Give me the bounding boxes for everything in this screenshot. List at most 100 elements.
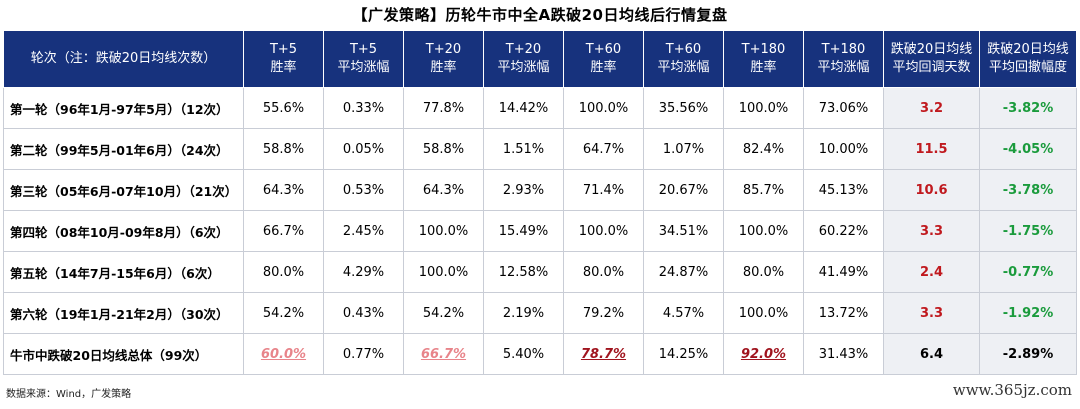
header-t60-avg: T+60 平均涨幅	[643, 30, 724, 88]
total-label: 牛市中跌破20日均线总体（99次）	[3, 333, 244, 375]
table-title: 【广发策略】历轮牛市中全A跌破20日均线后行情复盘	[352, 6, 728, 24]
total-row: 牛市中跌破20日均线总体（99次） 60.0% 0.77% 66.7% 5.40…	[3, 333, 1077, 375]
round-label: 第三轮（05年6月-07年10月）（21次）	[3, 169, 244, 211]
table-cell: 1.07%	[643, 128, 724, 170]
table-cell: 1.51%	[483, 128, 564, 170]
round-label: 第二轮（99年5月-01年6月）（24次）	[3, 128, 244, 170]
table-cell: 54.2%	[243, 292, 324, 334]
table-cell: 41.49%	[803, 251, 884, 293]
table-cell: 78.7%	[563, 333, 644, 375]
table-cell: 60.0%	[243, 333, 324, 375]
table-cell: 4.29%	[323, 251, 404, 293]
table-cell: 80.0%	[723, 251, 804, 293]
table-cell: 31.43%	[803, 333, 884, 375]
table-cell: 2.93%	[483, 169, 564, 211]
table-row: 第六轮（19年1月-21年2月）（30次） 54.2% 0.43% 54.2% …	[3, 292, 1077, 334]
table-row: 第二轮（99年5月-01年6月）（24次） 58.8% 0.05% 58.8% …	[3, 128, 1077, 170]
table-row: 第五轮（14年7月-15年6月）（6次） 80.0% 4.29% 100.0% …	[3, 251, 1077, 293]
round-label: 第六轮（19年1月-21年2月）（30次）	[3, 292, 244, 334]
pullback-days-cell: 6.4	[883, 333, 980, 375]
round-label: 第五轮（14年7月-15年6月）（6次）	[3, 251, 244, 293]
table-cell: 0.05%	[323, 128, 404, 170]
highlight-value: 66.7%	[420, 346, 467, 362]
drawdown-cell: -2.89%	[979, 333, 1077, 375]
table-cell: 14.42%	[483, 87, 564, 129]
table-cell: 100.0%	[723, 87, 804, 129]
drawdown-cell: -3.78%	[979, 169, 1077, 211]
table-cell: 79.2%	[563, 292, 644, 334]
round-label: 第四轮（08年10月-09年8月）（6次）	[3, 210, 244, 252]
pullback-days-cell: 10.6	[883, 169, 980, 211]
table-row: 第三轮（05年6月-07年10月）（21次） 64.3% 0.53% 64.3%…	[3, 169, 1077, 211]
table-cell: 64.7%	[563, 128, 644, 170]
table-cell: 66.7%	[243, 210, 324, 252]
pullback-days-cell: 3.2	[883, 87, 980, 129]
table-cell: 100.0%	[403, 251, 484, 293]
table-cell: 73.06%	[803, 87, 884, 129]
drawdown-cell: -1.92%	[979, 292, 1077, 334]
pullback-days-cell: 3.3	[883, 292, 980, 334]
drawdown-cell: -3.82%	[979, 87, 1077, 129]
table-cell: 13.72%	[803, 292, 884, 334]
drawdown-cell: -1.75%	[979, 210, 1077, 252]
pullback-days-cell: 3.3	[883, 210, 980, 252]
table-cell: 35.56%	[643, 87, 724, 129]
header-t180-avg: T+180 平均涨幅	[803, 30, 884, 88]
table-cell: 54.2%	[403, 292, 484, 334]
table-cell: 100.0%	[563, 210, 644, 252]
table-cell: 45.13%	[803, 169, 884, 211]
highlight-value: 60.0%	[260, 346, 307, 362]
table-cell: 82.4%	[723, 128, 804, 170]
table-row: 第一轮（96年1月-97年5月）（12次） 55.6% 0.33% 77.8% …	[3, 87, 1077, 129]
performance-table: 轮次（注：跌破20日均线次数） T+5 胜率 T+5 平均涨幅 T+20 胜率 T+2…	[3, 30, 1077, 375]
table-cell: 5.40%	[483, 333, 564, 375]
table-cell: 55.6%	[243, 87, 324, 129]
data-source-note: 数据来源：Wind，广发策略	[6, 389, 132, 400]
table-cell: 100.0%	[403, 210, 484, 252]
header-row: 轮次（注：跌破20日均线次数） T+5 胜率 T+5 平均涨幅 T+20 胜率 T+2…	[3, 30, 1077, 88]
table-row: 第四轮（08年10月-09年8月）（6次） 66.7% 2.45% 100.0%…	[3, 210, 1077, 252]
header-t180-win: T+180 胜率	[723, 30, 804, 88]
table-cell: 58.8%	[243, 128, 324, 170]
table-cell: 2.19%	[483, 292, 564, 334]
table-cell: 0.33%	[323, 87, 404, 129]
header-t5-avg: T+5 平均涨幅	[323, 30, 404, 88]
header-t60-win: T+60 胜率	[563, 30, 644, 88]
table-cell: 71.4%	[563, 169, 644, 211]
highlight-value: 78.7%	[580, 346, 627, 362]
header-round: 轮次（注：跌破20日均线次数）	[3, 30, 244, 88]
pullback-days-cell: 2.4	[883, 251, 980, 293]
table-cell: 0.77%	[323, 333, 404, 375]
table-cell: 34.51%	[643, 210, 724, 252]
table-cell: 4.57%	[643, 292, 724, 334]
table-cell: 64.3%	[403, 169, 484, 211]
watermark: www.365jz.com	[952, 381, 1072, 399]
header-drawdown: 跌破20日均线 平均回撤幅度	[979, 30, 1077, 88]
header-t5-win: T+5 胜率	[243, 30, 324, 88]
table-cell: 14.25%	[643, 333, 724, 375]
header-t20-avg: T+20 平均涨幅	[483, 30, 564, 88]
table-cell: 24.87%	[643, 251, 724, 293]
pullback-days-cell: 11.5	[883, 128, 980, 170]
table-cell: 92.0%	[723, 333, 804, 375]
table-cell: 2.45%	[323, 210, 404, 252]
drawdown-cell: -4.05%	[979, 128, 1077, 170]
table-cell: 100.0%	[723, 210, 804, 252]
table-cell: 64.3%	[243, 169, 324, 211]
header-t20-win: T+20 胜率	[403, 30, 484, 88]
highlight-value: 92.0%	[740, 346, 787, 362]
table-cell: 10.00%	[803, 128, 884, 170]
table-cell: 0.53%	[323, 169, 404, 211]
table-cell: 15.49%	[483, 210, 564, 252]
table-cell: 20.67%	[643, 169, 724, 211]
round-label: 第一轮（96年1月-97年5月）（12次）	[3, 87, 244, 129]
table-cell: 66.7%	[403, 333, 484, 375]
table-cell: 100.0%	[563, 87, 644, 129]
table-cell: 12.58%	[483, 251, 564, 293]
table-cell: 100.0%	[723, 292, 804, 334]
header-pullback-days: 跌破20日均线 平均回调天数	[883, 30, 980, 88]
table-cell: 58.8%	[403, 128, 484, 170]
table-cell: 80.0%	[563, 251, 644, 293]
drawdown-cell: -0.77%	[979, 251, 1077, 293]
